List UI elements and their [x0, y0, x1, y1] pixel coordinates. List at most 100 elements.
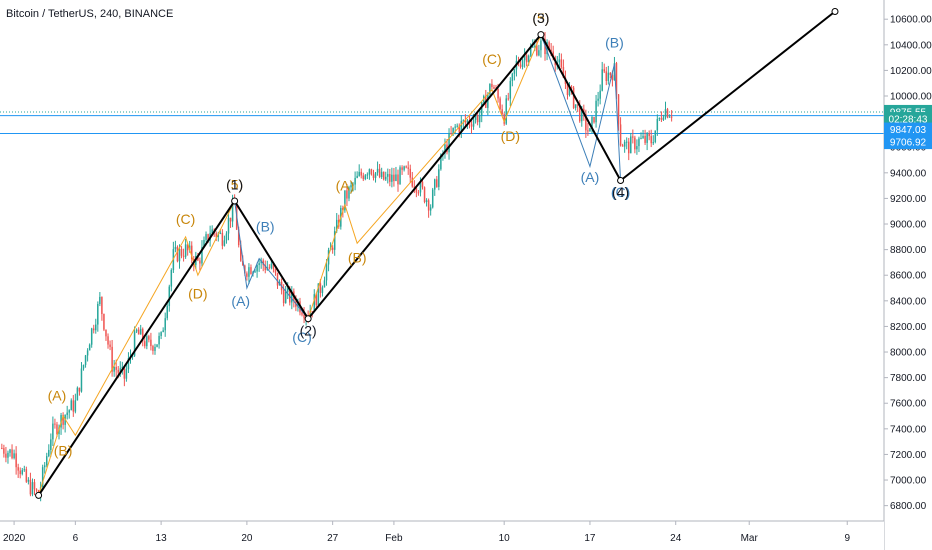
price-tick-label[interactable]: 7200.00: [890, 450, 927, 461]
price-tick-label[interactable]: 6800.00: [890, 501, 927, 512]
price-tick-label[interactable]: 7800.00: [890, 373, 927, 384]
time-tick-label[interactable]: Feb: [385, 533, 403, 544]
candle-body: [413, 186, 416, 188]
candle-body: [654, 130, 657, 143]
time-tick-label[interactable]: 27: [327, 533, 339, 544]
price-tick-label[interactable]: 7600.00: [890, 399, 927, 410]
wave-point-marker[interactable]: [231, 197, 239, 205]
candle-body: [630, 136, 632, 154]
wave-label: (2): [300, 322, 317, 338]
price-tick-label[interactable]: 9000.00: [890, 220, 927, 231]
wave-label: (B): [605, 34, 624, 50]
wave-lines[interactable]: [35, 8, 839, 499]
wave-label: (B): [348, 249, 367, 265]
time-tick-label[interactable]: 9: [844, 533, 850, 544]
time-tick-label[interactable]: Mar: [741, 533, 759, 544]
candle-body: [417, 192, 420, 194]
time-tick-label[interactable]: 6: [73, 533, 79, 544]
candle-body: [48, 449, 50, 457]
wave-label: (A): [581, 169, 600, 185]
candle-body: [203, 239, 205, 248]
candle-body: [348, 187, 350, 199]
candle-body: [139, 328, 142, 335]
candle-body: [70, 400, 73, 411]
price-tick-label[interactable]: 9200.00: [890, 194, 927, 205]
wave-label: (4): [612, 184, 629, 200]
candle-body: [505, 98, 507, 124]
price-tick-label[interactable]: 10600.00: [890, 15, 932, 26]
candle-body: [366, 174, 369, 176]
price-tick-label[interactable]: 8600.00: [890, 271, 927, 282]
candle-body: [362, 175, 365, 180]
elliott-wave-line[interactable]: [37, 10, 836, 496]
candle-body: [666, 109, 669, 118]
candle-body: [450, 133, 452, 135]
price-tick-label[interactable]: 8400.00: [890, 296, 927, 307]
wave-point-marker[interactable]: [617, 176, 625, 184]
price-tick-label[interactable]: 10000.00: [890, 92, 932, 103]
candle-body: [589, 128, 591, 132]
time-tick-label[interactable]: 10: [499, 533, 511, 544]
candle-body: [190, 245, 193, 259]
candle-body: [350, 185, 352, 188]
price-tick-label[interactable]: 7000.00: [890, 476, 927, 487]
wave-label: (3): [532, 10, 549, 26]
candle-body: [170, 270, 173, 287]
time-tick-label[interactable]: 17: [584, 533, 596, 544]
candle-body: [303, 314, 305, 319]
candle-body: [23, 469, 26, 471]
price-tick-label[interactable]: 10200.00: [890, 66, 932, 77]
candle-body: [597, 98, 599, 101]
candle-body: [17, 467, 19, 471]
candle-body: [650, 136, 652, 144]
candle-body: [211, 229, 213, 234]
candle-body: [478, 115, 481, 123]
symbol-title[interactable]: Bitcoin / TetherUS, 240, BINANCE: [6, 8, 173, 20]
price-tick-label[interactable]: 10400.00: [890, 40, 932, 51]
wave-point-marker[interactable]: [537, 31, 545, 39]
candle-body: [178, 248, 181, 262]
candle-body: [438, 169, 440, 187]
sub-wave-line: [234, 200, 309, 320]
price-tick-label[interactable]: 7400.00: [890, 424, 927, 435]
candle-body: [168, 286, 171, 307]
candle-body: [421, 181, 424, 188]
candle-body: [403, 166, 405, 170]
candle-body: [317, 283, 320, 306]
candle-body: [144, 341, 146, 347]
price-tick-label[interactable]: 8800.00: [890, 245, 927, 256]
price-axis-background: [884, 0, 932, 550]
price-tick-label[interactable]: 9400.00: [890, 168, 927, 179]
candle-body: [141, 328, 144, 342]
candle-body: [164, 318, 166, 331]
candle-body: [456, 125, 458, 127]
candle-body: [358, 171, 360, 176]
price-tick-label[interactable]: 8000.00: [890, 348, 927, 359]
wave-point-marker[interactable]: [831, 8, 839, 16]
candle-body: [489, 83, 491, 95]
candle-body: [95, 324, 97, 331]
candle-body: [9, 449, 11, 453]
candle-body: [240, 245, 242, 261]
time-tick-label[interactable]: 20: [241, 533, 253, 544]
candle-body: [407, 167, 409, 169]
wave-annotations: (A)(B)(C)(D)(5)(1)(A)(B)(C)(2)(A)(B)(C)(…: [48, 10, 631, 459]
candle-body: [621, 145, 624, 147]
candle-body: [86, 350, 89, 356]
price-tick-label[interactable]: 8200.00: [890, 322, 927, 333]
candle-body: [199, 260, 201, 264]
candle-body: [552, 51, 554, 58]
time-tick-label[interactable]: 2020: [3, 533, 26, 544]
candle-body: [13, 453, 15, 459]
candle-body: [201, 247, 203, 264]
time-tick-label[interactable]: 24: [670, 533, 682, 544]
candle-body: [401, 167, 403, 170]
candle-body: [325, 264, 328, 281]
wave-point-marker[interactable]: [304, 315, 312, 323]
wave-point-marker[interactable]: [35, 491, 43, 499]
time-tick-label[interactable]: 13: [156, 533, 168, 544]
time-axis-ticks[interactable]: 2020 6 13 20 27 Feb 10 17 24 Mar 9: [3, 521, 850, 544]
